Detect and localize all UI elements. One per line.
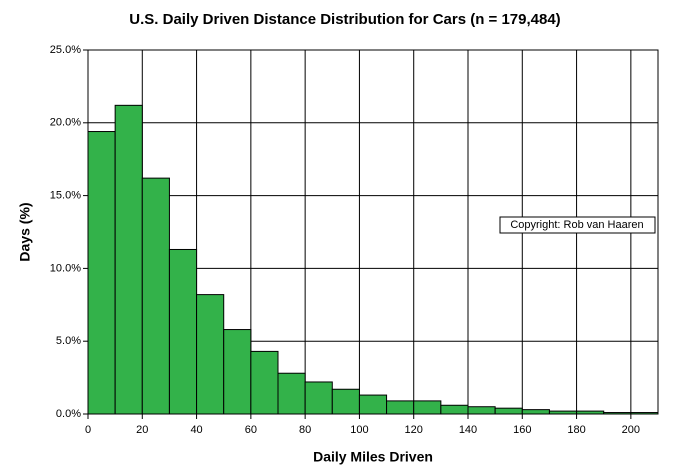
x-tick-label: 20 <box>136 424 148 436</box>
y-axis-title: Days (%) <box>17 202 33 261</box>
bar <box>250 350 279 415</box>
bar <box>141 177 170 415</box>
bar <box>168 248 198 415</box>
y-tick-label: 20.0% <box>50 117 81 129</box>
bar <box>521 409 550 415</box>
x-tick-label: 200 <box>622 424 640 436</box>
x-tick-label: 80 <box>299 424 311 436</box>
x-tick-label: 160 <box>513 424 531 436</box>
bar <box>196 294 225 415</box>
x-tick-label: 140 <box>459 424 477 436</box>
annotation: Copyright: Rob van Haaren <box>510 219 643 231</box>
bar <box>440 404 469 415</box>
chart-title: U.S. Daily Driven Distance Distribution … <box>129 11 560 28</box>
x-tick-label: 100 <box>350 424 368 436</box>
bar <box>114 104 143 415</box>
bar <box>358 394 388 415</box>
bar <box>413 400 442 415</box>
bar <box>331 388 360 415</box>
bar <box>223 329 252 415</box>
x-tick-label: 120 <box>405 424 423 436</box>
y-tick-label: 25.0% <box>50 44 81 56</box>
bar <box>494 407 523 415</box>
x-tick-label: 0 <box>85 424 91 436</box>
bar <box>87 131 116 415</box>
bar <box>386 400 415 415</box>
x-tick-label: 60 <box>245 424 257 436</box>
x-tick-label: 180 <box>567 424 585 436</box>
y-tick-label: 5.0% <box>56 335 81 347</box>
y-tick-label: 0.0% <box>56 408 81 420</box>
x-axis-title: Daily Miles Driven <box>313 449 433 465</box>
bar <box>467 406 496 415</box>
y-tick-label: 15.0% <box>50 190 81 202</box>
annotation-box <box>499 216 656 234</box>
bar <box>304 381 333 415</box>
y-tick-label: 10.0% <box>50 262 81 274</box>
x-tick-label: 40 <box>190 424 202 436</box>
bar <box>277 372 306 415</box>
